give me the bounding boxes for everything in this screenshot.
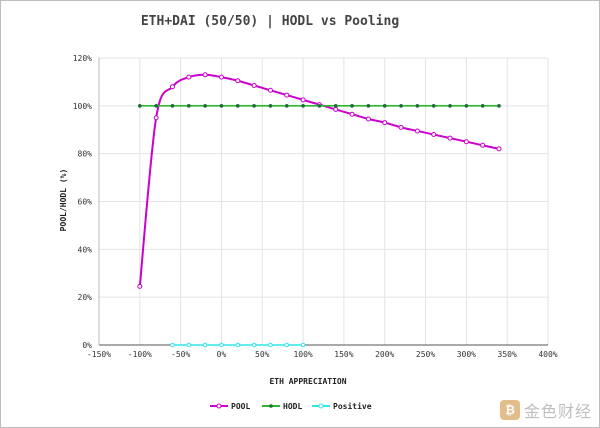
positive-point [251,342,257,348]
hodl-legend-marker [269,404,273,408]
hodl-point [235,104,240,108]
pool-legend-label: POOL [231,402,250,411]
chart-title: ETH+DAI (50/50) | HODL vs Pooling [140,14,400,29]
y-tick-label: 80% [78,150,93,159]
pool-point [447,135,453,141]
hodl-point [415,104,420,108]
x-tick-label: -150% [87,350,111,359]
x-axis-label: ETH APPRECIATION [269,377,346,386]
x-tick-label: 250% [416,350,435,359]
hodl-point [284,104,289,108]
pool-point [202,72,208,78]
hodl-point [154,104,158,108]
x-tick-label: 0% [217,350,227,359]
positive-point [300,342,306,348]
hodl-point [203,104,207,108]
positive-point [235,342,241,348]
positive-point [202,342,208,348]
positive-point [284,342,290,348]
y-tick-label: 120% [73,54,92,63]
x-tick-label: 400% [538,350,557,359]
legend: POOL HODL Positive [210,401,372,411]
pool-point [382,120,388,126]
hodl-point [252,104,256,108]
grid-layer [98,57,549,346]
y-tick-label: 0% [82,341,92,350]
hodl-point [399,104,403,108]
hodl-point [431,104,436,108]
pool-point [365,116,371,122]
watermark-logo-icon: ₿ [499,400,520,420]
pool-legend-marker [216,403,222,409]
hodl-point [138,104,142,108]
watermark-text: 金色财经 [523,402,592,421]
pool-point [218,74,224,80]
pool-point [398,124,404,130]
hodl-point [366,104,371,108]
hodl-point [219,104,224,108]
pool-point [251,83,257,89]
pool-point [267,87,273,93]
x-tick-label: -100% [128,350,152,359]
positive-point [268,342,273,348]
x-tick-label: 150% [334,350,353,359]
y-tick-label: 100% [73,102,92,111]
pool-point [349,111,355,117]
pool-point [153,115,159,121]
hodl-point [187,104,191,108]
axis-layer: -150% -100% -50% 0% 50% 100% 150% 200% 250% 300% 3… [73,54,558,359]
x-tick-label: 50% [255,350,270,359]
pool-point [284,92,290,98]
pool-point [235,78,241,84]
pool-point [333,106,339,112]
x-tick-label: 100% [293,350,312,359]
pool-point [169,84,175,90]
pool-point [496,146,502,152]
x-tick-label: 200% [375,350,394,359]
pool-point [414,128,420,134]
x-tick-label: -50% [171,350,190,359]
positive-legend-marker [318,403,324,409]
positive-point [170,342,175,348]
hodl-point [301,104,305,108]
positive-point [186,342,192,348]
positive-point [219,342,224,348]
hodl-point [448,104,452,108]
hodl-point [170,104,175,108]
x-tick-label: 350% [498,350,517,359]
hodl-point [317,104,322,108]
hodl-point [268,104,273,108]
hodl-point [382,104,387,108]
hodl-point [480,104,485,108]
hodl-point [333,104,338,108]
series-layer [137,72,502,348]
positive-legend-label: Positive [333,401,372,411]
pool-point [137,283,143,289]
watermark: ₿ 金色财经 [499,398,592,422]
hodl-point [350,104,354,108]
x-tick-label: 300% [457,350,476,359]
pool-point [463,139,469,145]
pool-point [300,97,306,103]
y-axis-label: POOL/HODL (%) [59,169,68,232]
y-tick-label: 60% [78,198,93,207]
y-tick-label: 40% [78,245,93,254]
pool-point [480,142,486,148]
hodl-point [464,104,469,108]
hodl-legend-label: HODL [283,402,302,411]
y-tick-label: 20% [78,293,93,302]
pool-point [431,132,437,138]
pool-point [186,74,192,80]
hodl-point [497,104,501,108]
